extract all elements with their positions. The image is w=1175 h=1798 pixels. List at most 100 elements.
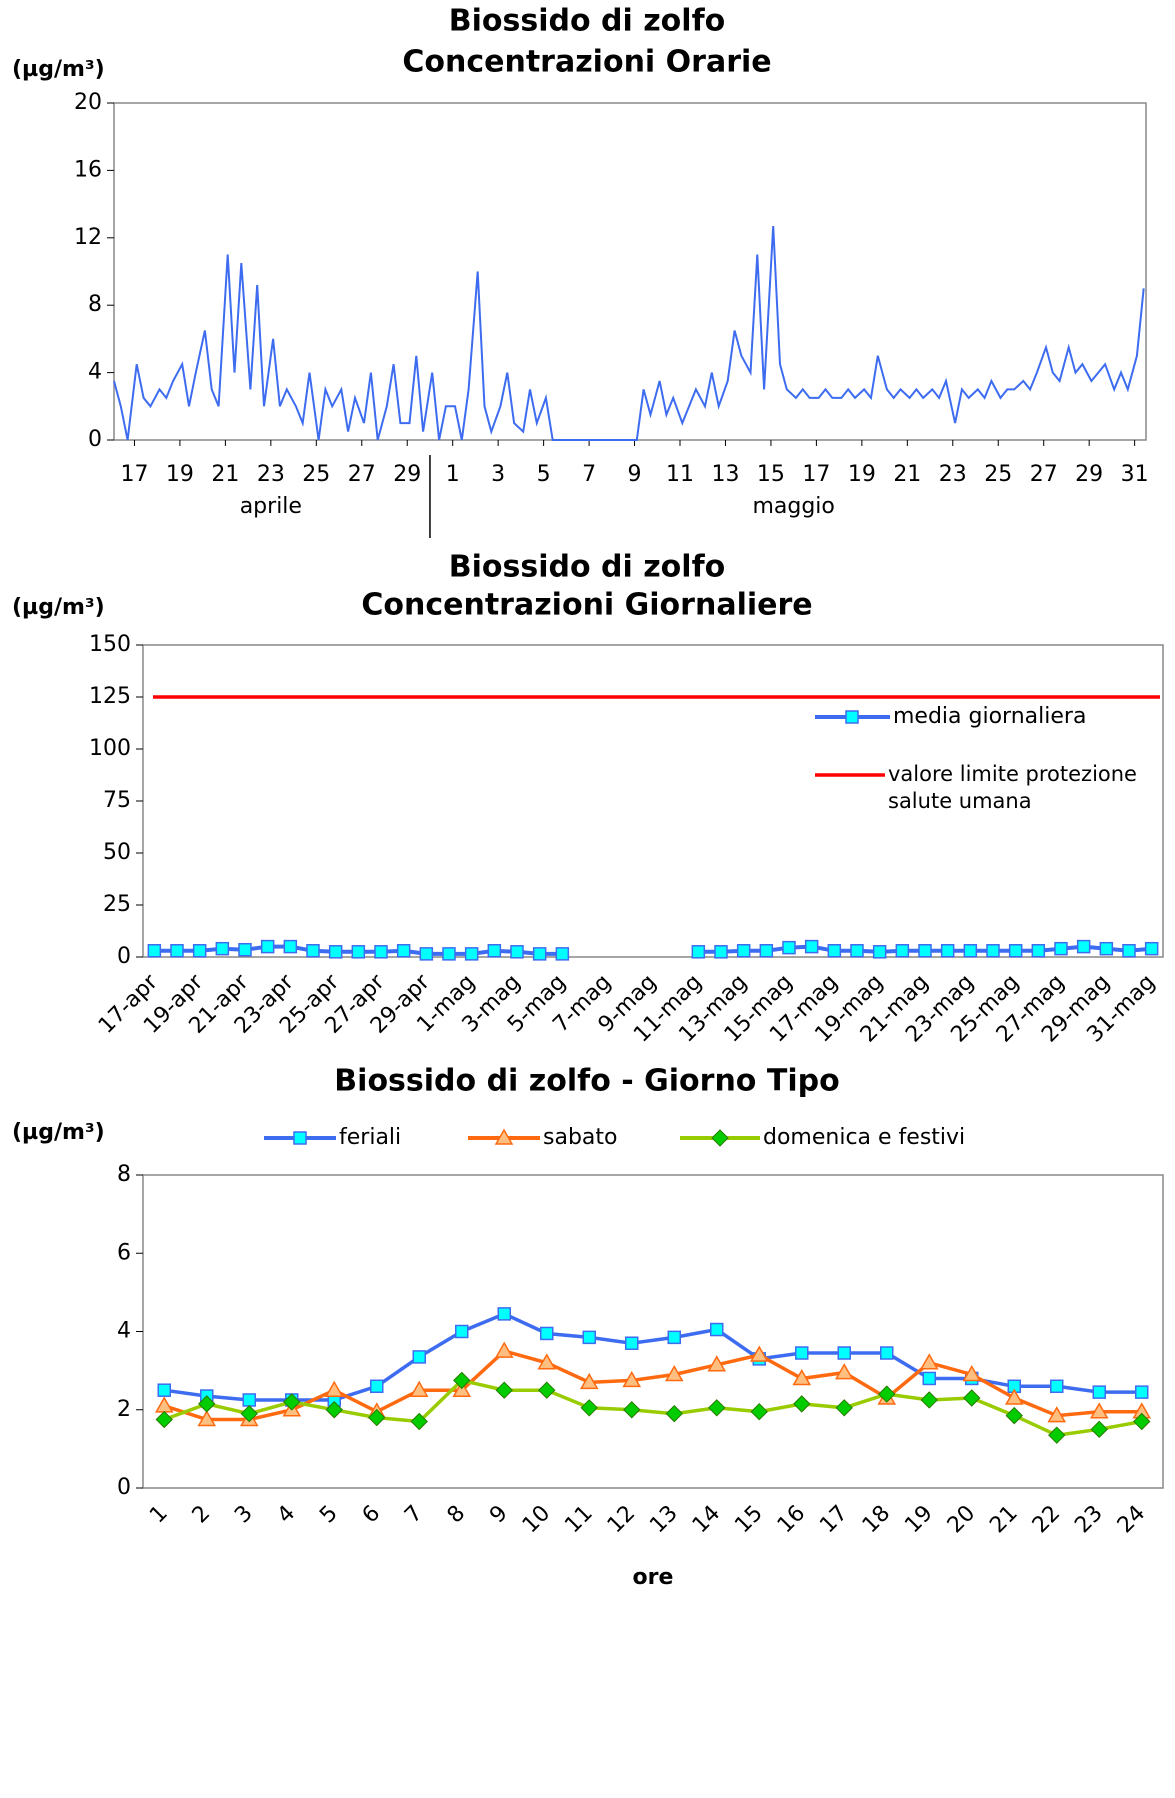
data-point [453,1371,471,1390]
data-point [622,1370,642,1388]
data-point [1092,1385,1106,1399]
x-tick-label: 23 [1070,1501,1107,1538]
data-point [1122,944,1136,958]
data-point [510,945,524,959]
data-point [538,1381,556,1399]
x-tick-label: 13 [645,1501,682,1538]
data-point [155,1410,173,1429]
data-point [795,1346,809,1360]
x-tick-label: 25 [302,462,330,487]
data-point [579,1372,599,1390]
data-point [963,944,978,958]
data-point [1135,1385,1149,1399]
data-point [664,1365,684,1382]
x-tick-label: 21 [211,462,239,487]
data-point [1099,941,1114,956]
x-tick-label: 2 [188,1501,216,1529]
data-point [895,944,910,958]
data-point [368,1408,386,1427]
y-tick-label: 4 [88,360,102,385]
x-tick-label: 3 [230,1501,258,1529]
data-point [464,947,479,961]
data-point [792,1368,812,1386]
data-point [494,1341,514,1358]
x-tick-label: 22 [1028,1501,1065,1538]
x-tick-label: 9 [485,1501,513,1529]
data-point [537,1353,557,1370]
data-point [708,1399,726,1417]
data-point [1004,1388,1024,1405]
legend-text-box: valore limite protezione salute umana [888,762,1137,813]
x-tick-label: 29 [1075,462,1103,487]
data-point [963,1389,981,1407]
x-tick-label: 7 [400,1501,428,1529]
data-point [555,947,570,961]
data-point [582,1330,596,1345]
data-point [154,1396,174,1413]
x-tick-label: 1 [446,462,460,487]
unit-label: (µg/m³) [12,57,105,82]
data-point [328,945,343,959]
data-point [198,1395,216,1413]
plot-frame [142,1174,1164,1489]
y-tick-label: 0 [117,1475,131,1500]
y-tick-label: 8 [88,292,102,317]
x-tick-label: 1 [145,1501,173,1529]
unit-label: (µg/m³) [12,1120,105,1145]
x-tick-label: 15 [757,462,785,487]
x-tick-label: 4 [273,1501,301,1529]
y-tick-label: 100 [89,736,131,761]
legend-marker [845,710,859,724]
x-tick-label: 16 [773,1501,810,1538]
data-point [749,1345,769,1362]
data-point [919,1353,939,1370]
x-tick-label: 17 [815,1501,852,1538]
data-line [154,944,1152,956]
y-tick-label: 16 [74,157,102,182]
data-point [850,944,864,958]
x-tick-label: 19 [848,462,876,487]
legend-marker [494,1128,514,1145]
x-tick-label: 17 [120,462,148,487]
data-point [442,947,456,961]
chart-title: Concentrazioni Giornaliere [361,588,812,623]
y-tick-label: 2 [117,1397,131,1422]
data-point [986,944,1000,958]
unit-label: (µg/m³) [12,595,105,620]
data-point [1031,944,1046,958]
data-point [1089,1402,1109,1419]
y-tick-label: 50 [103,840,131,865]
x-group-label: maggio [752,494,834,519]
x-tick-label: 7 [582,462,596,487]
x-tick-label: 31 [1121,462,1149,487]
data-point [170,944,184,958]
x-tick-label: 8 [443,1501,471,1529]
data-point [197,1410,217,1427]
x-tick-label: 6 [358,1501,386,1529]
x-tick-label: 3 [491,462,505,487]
data-point [410,1412,428,1431]
x-tick-label: 12 [603,1501,640,1538]
data-point [707,1355,727,1372]
data-point [409,1380,429,1397]
x-tick-label: 21 [893,462,921,487]
data-point [324,1380,344,1397]
data-point [412,1350,426,1364]
data-point [835,1399,853,1417]
x-tick-label: 24 [1113,1501,1150,1538]
y-tick-label: 25 [103,892,131,917]
data-point [455,1324,469,1339]
data-point [325,1401,343,1419]
data-point [283,1393,301,1411]
data-point [306,944,320,958]
x-tick-label: 25 [984,462,1012,487]
x-tick-label: 29 [393,462,421,487]
data-point [880,1346,894,1360]
plot-frame [113,102,1147,441]
data-point [532,947,547,961]
data-point [1133,1412,1151,1431]
data-point [1048,1426,1066,1444]
data-point [736,944,751,958]
legend-label: domenica e festivi [763,1125,965,1150]
